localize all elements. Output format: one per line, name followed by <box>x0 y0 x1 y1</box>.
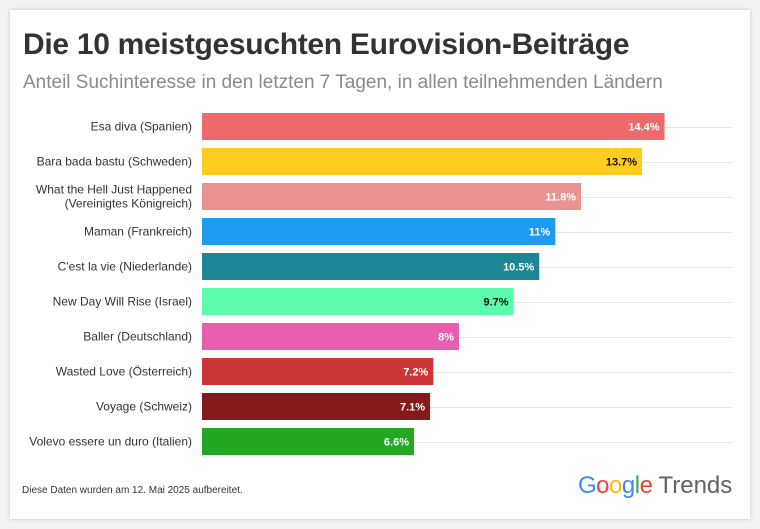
bar-value-label: 14.4% <box>628 122 659 134</box>
google-trends-logo: Google Trends <box>578 472 732 500</box>
category-label: Voyage (Schweiz) <box>96 400 192 414</box>
bar-value-label: 10.5% <box>503 262 534 274</box>
bar <box>202 183 582 210</box>
bar <box>202 113 665 140</box>
bar <box>202 323 459 350</box>
category-label: Maman (Frankreich) <box>84 225 192 239</box>
bar <box>202 148 643 175</box>
bar <box>202 253 540 280</box>
trends-wordmark: Trends <box>658 472 733 499</box>
bar-value-label: 8% <box>438 332 454 344</box>
google-wordmark: Google <box>578 472 653 499</box>
bar-chart: 14.4% Esa diva (Spanien) 13.7% Bara bada ba… <box>29 113 732 455</box>
bar-value-label: 7.2% <box>403 367 428 379</box>
category-label: Esa diva (Spanien) <box>91 120 192 134</box>
bar-value-label: 11% <box>529 227 551 239</box>
bar <box>202 288 514 315</box>
bar-value-label: 7.1% <box>400 402 425 414</box>
bar <box>202 218 556 245</box>
bar <box>202 428 414 455</box>
bar <box>202 393 431 420</box>
bar-value-label: 6.6% <box>384 437 409 449</box>
bar <box>202 358 434 385</box>
bar-value-label: 13.7% <box>606 157 637 169</box>
data-date-footnote: Diese Daten wurden am 12. Mai 2025 aufbe… <box>22 485 243 496</box>
chart-card: Die 10 meistgesuchten Eurovision-Beiträg… <box>10 10 750 519</box>
category-label: Baller (Deutschland) <box>83 330 192 344</box>
category-label: New Day Will Rise (Israel) <box>53 295 192 309</box>
bar-value-label: 11.8% <box>545 192 576 204</box>
category-label: C'est la vie (Niederlande) <box>58 260 192 274</box>
chart-subtitle: Anteil Suchinteresse in den letzten 7 Ta… <box>23 72 663 93</box>
category-label: What the Hell Just Happened (Vereinigtes … <box>36 183 192 211</box>
category-label: Wasted Love (Österreich) <box>56 365 192 379</box>
chart-title: Die 10 meistgesuchten Eurovision-Beiträg… <box>23 28 630 61</box>
category-label: Bara bada bastu (Schweden) <box>37 155 192 169</box>
bar-value-label: 9.7% <box>483 297 508 309</box>
category-label: Volevo essere un duro (Italien) <box>29 435 192 449</box>
